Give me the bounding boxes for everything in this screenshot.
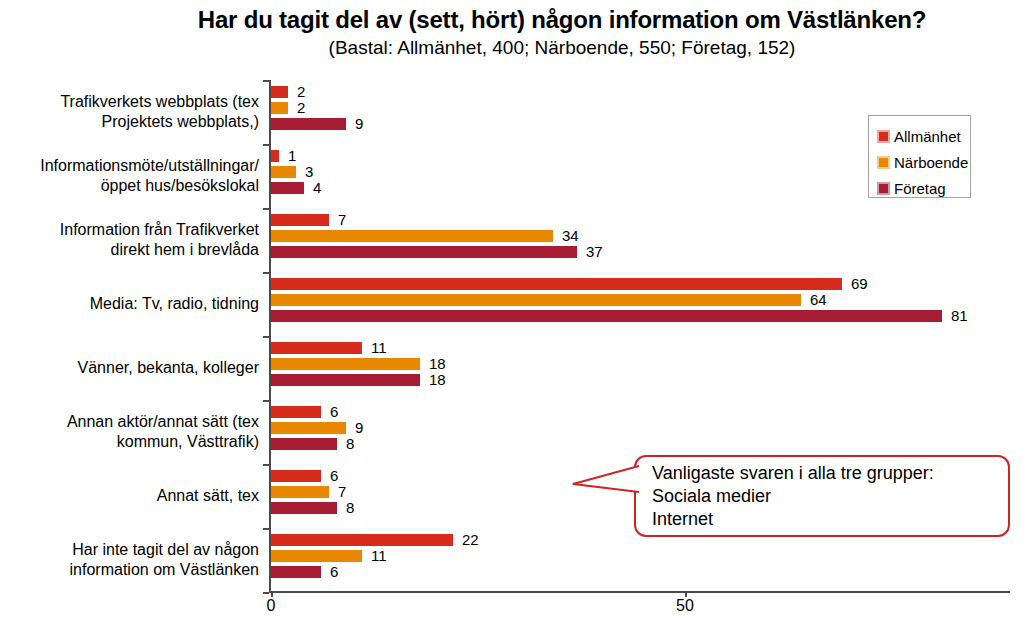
category-label-text: Informationsmöte/utställningar/ öppet hu… <box>40 156 259 196</box>
value-label: 8 <box>346 436 354 452</box>
y-axis-tick <box>263 400 269 402</box>
category-label: Annan aktör/annat sätt (tex kommun, Väst… <box>0 400 259 464</box>
value-label: 7 <box>338 484 346 500</box>
value-label: 6 <box>330 468 338 484</box>
bar-allmanhet <box>271 86 288 98</box>
legend: Allmänhet Närboende Företag <box>868 115 971 198</box>
callout-text: Vanligaste svaren i alla tre grupper: <box>652 462 998 485</box>
bar-narboende <box>271 422 346 434</box>
callout-text: Sociala medier <box>652 485 998 508</box>
bar-allmanhet <box>271 278 842 290</box>
category-label-text: Information från Trafikverket direkt hem… <box>60 220 259 260</box>
category-label: Vänner, bekanta, kolleger <box>0 336 259 400</box>
y-axis-tick <box>263 144 269 146</box>
bar-narboende <box>271 486 329 498</box>
value-label: 37 <box>586 244 603 260</box>
value-label: 11 <box>371 340 387 356</box>
value-label: 9 <box>355 420 363 436</box>
bar-foretag <box>271 310 942 322</box>
value-label: 2 <box>297 100 305 116</box>
value-label: 18 <box>429 356 446 372</box>
legend-swatch-foretag-icon <box>877 182 890 195</box>
legend-item-narboende: Närboende <box>877 149 970 175</box>
value-label: 81 <box>951 308 968 324</box>
legend-item-foretag: Företag <box>877 175 970 201</box>
bar-allmanhet <box>271 214 329 226</box>
bar-allmanhet <box>271 150 279 162</box>
x-axis-tick-label: 0 <box>251 597 291 615</box>
value-label: 22 <box>462 532 479 548</box>
value-label: 6 <box>330 404 338 420</box>
y-axis-tick <box>263 528 269 530</box>
value-label: 18 <box>429 372 446 388</box>
bar-narboende <box>271 102 288 114</box>
bar-allmanhet <box>271 470 321 482</box>
category-label: Trafikverkets webbplats (tex Projektets … <box>0 80 259 144</box>
callout-text: Internet <box>652 508 998 531</box>
legend-swatch-allmanhet-icon <box>877 130 890 143</box>
value-label: 69 <box>851 276 868 292</box>
y-axis-tick <box>263 272 269 274</box>
category-label: Annat sätt, tex <box>0 464 259 528</box>
chart-header: Har du tagit del av (sett, hört) någon i… <box>90 6 1034 59</box>
chart-title: Har du tagit del av (sett, hört) någon i… <box>90 6 1034 34</box>
value-label: 34 <box>562 228 579 244</box>
bar-narboende <box>271 358 420 370</box>
value-label: 3 <box>305 164 313 180</box>
x-axis-tick-label: 50 <box>665 597 705 615</box>
y-axis-tick <box>263 336 269 338</box>
category-label-text: Annat sätt, tex <box>157 486 259 506</box>
value-label: 2 <box>297 84 305 100</box>
bar-foretag <box>271 438 337 450</box>
bar-foretag <box>271 566 321 578</box>
bar-allmanhet <box>271 342 362 354</box>
y-axis-tick <box>263 80 269 82</box>
bar-narboende <box>271 550 362 562</box>
y-axis-tick <box>263 464 269 466</box>
callout-tail-icon <box>565 462 639 496</box>
value-label: 6 <box>330 564 338 580</box>
value-label: 7 <box>338 212 346 228</box>
category-label: Media: Tv, radio, tidning <box>0 272 259 336</box>
bar-allmanhet <box>271 406 321 418</box>
value-label: 9 <box>355 116 363 132</box>
legend-label: Företag <box>894 180 946 197</box>
category-label-text: Har inte tagit del av någon information … <box>70 540 259 580</box>
value-label: 11 <box>371 548 387 564</box>
bar-foretag <box>271 118 346 130</box>
bar-foretag <box>271 502 337 514</box>
category-label-text: Media: Tv, radio, tidning <box>90 294 259 314</box>
category-label-text: Annan aktör/annat sätt (tex kommun, Väst… <box>67 412 259 452</box>
value-label: 4 <box>313 180 321 196</box>
value-label: 8 <box>346 500 354 516</box>
chart-subtitle: (Bastal: Allmänhet, 400; Närboende, 550;… <box>90 37 1034 59</box>
category-label: Har inte tagit del av någon information … <box>0 528 259 592</box>
category-label-text: Trafikverkets webbplats (tex Projektets … <box>60 92 259 132</box>
category-label: Informationsmöte/utställningar/ öppet hu… <box>0 144 259 208</box>
bar-foretag <box>271 374 420 386</box>
chart-canvas: Har du tagit del av (sett, hört) någon i… <box>0 0 1034 619</box>
bar-allmanhet <box>271 534 453 546</box>
legend-item-allmanhet: Allmänhet <box>877 123 970 149</box>
legend-label: Allmänhet <box>894 128 961 145</box>
bar-foretag <box>271 246 577 258</box>
bar-narboende <box>271 166 296 178</box>
value-label: 1 <box>288 148 296 164</box>
y-axis-tick <box>263 208 269 210</box>
value-label: 64 <box>810 292 827 308</box>
category-label: Information från Trafikverket direkt hem… <box>0 208 259 272</box>
y-axis-tick <box>263 592 269 594</box>
callout-bubble: Vanligaste svaren i alla tre grupper: So… <box>634 455 1010 537</box>
category-label-text: Vänner, bekanta, kolleger <box>78 358 259 378</box>
x-axis-line <box>269 591 1010 593</box>
legend-label: Närboende <box>894 154 968 171</box>
bar-narboende <box>271 294 801 306</box>
legend-swatch-narboende-icon <box>877 156 890 169</box>
bar-narboende <box>271 230 553 242</box>
bar-foretag <box>271 182 304 194</box>
